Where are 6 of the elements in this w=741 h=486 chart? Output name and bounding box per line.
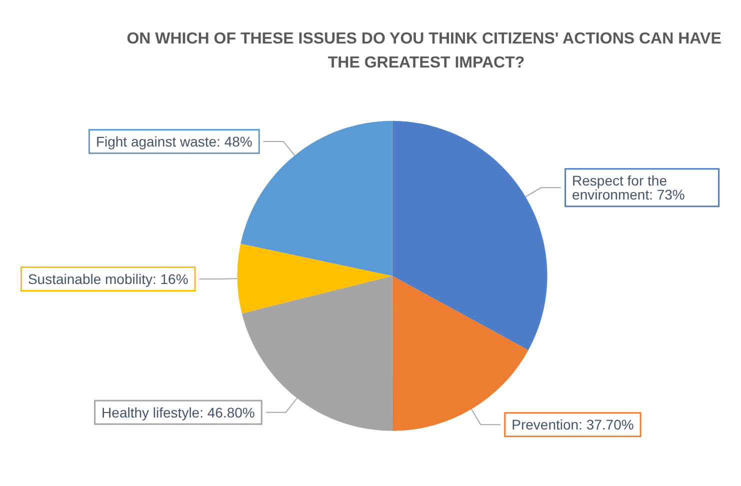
slice-label: Fight against waste: 48%: [96, 133, 252, 150]
slice-label: Healthy lifestyle: 46.80%: [102, 404, 255, 420]
slice-label: Respect for the environment: 73%: [572, 172, 685, 203]
slice-label: Sustainable mobility: 16%: [28, 270, 188, 287]
chart-title: ON WHICH OF THESE ISSUES DO YOU THINK CITIZENS' ACTIONS CAN HAVE THE GREATEST IMPACT?: [126, 30, 726, 72]
slice-label: Prevention: 37.70%: [512, 416, 634, 433]
